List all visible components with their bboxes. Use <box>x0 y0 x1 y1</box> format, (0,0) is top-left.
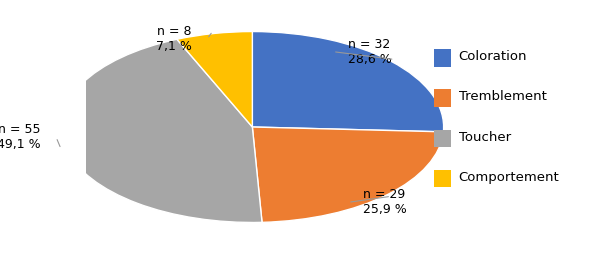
Text: Tremblement: Tremblement <box>459 90 547 103</box>
Wedge shape <box>252 31 444 132</box>
Text: Toucher: Toucher <box>459 131 511 144</box>
Bar <box>434 130 451 147</box>
Wedge shape <box>252 127 443 222</box>
Wedge shape <box>177 31 252 127</box>
Text: Comportement: Comportement <box>459 171 560 184</box>
Text: n = 29
25,9 %: n = 29 25,9 % <box>363 188 407 216</box>
Wedge shape <box>61 39 262 223</box>
Bar <box>434 49 451 67</box>
Text: Coloration: Coloration <box>459 50 527 63</box>
Bar <box>434 170 451 187</box>
Text: n = 8
7,1 %: n = 8 7,1 % <box>156 25 192 53</box>
Text: n = 32
28,6 %: n = 32 28,6 % <box>348 38 392 66</box>
Text: n = 55
49,1 %: n = 55 49,1 % <box>0 123 41 151</box>
Bar <box>434 89 451 107</box>
